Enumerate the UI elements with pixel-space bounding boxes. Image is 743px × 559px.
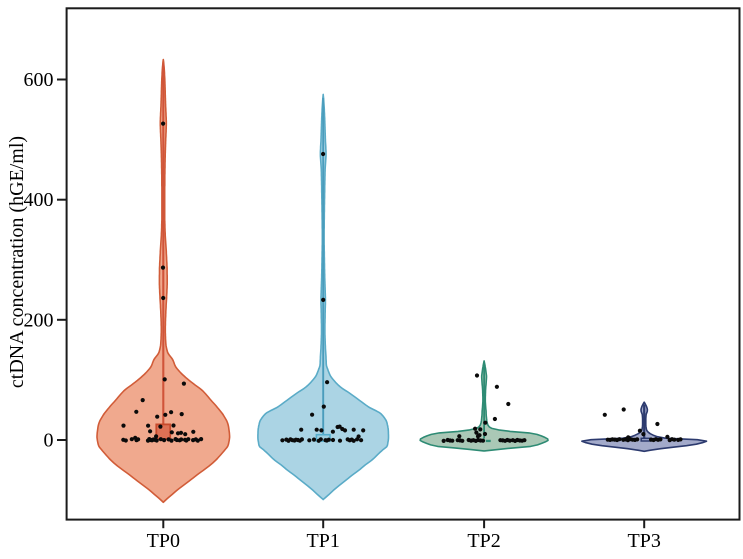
svg-text:TP3: TP3	[628, 530, 661, 552]
svg-text:TP2: TP2	[467, 530, 500, 552]
svg-text:TP0: TP0	[147, 530, 180, 552]
svg-text:600: 600	[24, 69, 54, 91]
svg-text:0: 0	[44, 430, 54, 452]
svg-text:TP1: TP1	[307, 530, 340, 552]
svg-text:200: 200	[24, 309, 54, 331]
svg-text:400: 400	[24, 189, 54, 211]
svg-text:ctDNA concentration (hGE/ml): ctDNA concentration (hGE/ml)	[6, 136, 28, 388]
